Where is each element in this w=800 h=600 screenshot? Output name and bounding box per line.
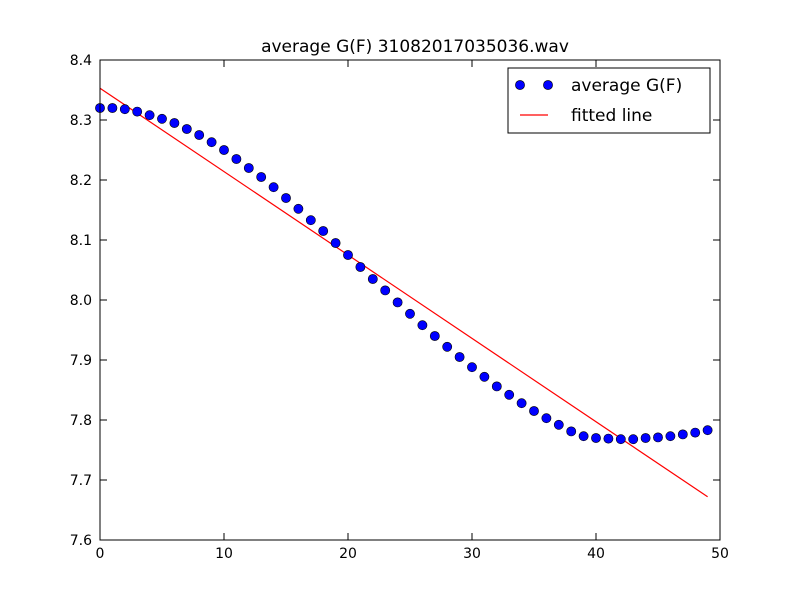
x-tick-label: 50	[711, 546, 729, 562]
data-point	[703, 426, 712, 435]
data-point	[691, 428, 700, 437]
data-point	[319, 226, 328, 235]
data-point	[232, 154, 241, 163]
legend-label-points: average G(F)	[571, 76, 682, 96]
data-point	[604, 434, 613, 443]
legend-label-line: fitted line	[571, 106, 652, 126]
y-tick-label: 7.9	[70, 353, 92, 369]
data-point	[405, 309, 414, 318]
y-tick-label: 7.7	[70, 473, 92, 489]
data-point	[542, 414, 551, 423]
data-point	[244, 163, 253, 172]
data-point	[207, 138, 216, 147]
data-point	[170, 118, 179, 127]
data-point	[678, 430, 687, 439]
data-point	[567, 427, 576, 436]
data-point	[120, 105, 129, 114]
data-point	[591, 433, 600, 442]
legend-marker-points	[515, 80, 524, 89]
data-point	[443, 342, 452, 351]
data-point	[517, 399, 526, 408]
x-tick-label: 30	[463, 546, 481, 562]
data-point	[182, 124, 191, 133]
y-tick-label: 7.8	[70, 413, 92, 429]
data-point	[666, 432, 675, 441]
data-point	[579, 432, 588, 441]
data-point	[616, 435, 625, 444]
data-point	[418, 321, 427, 330]
data-point	[306, 216, 315, 225]
y-tick-label: 8.0	[70, 293, 92, 309]
data-point	[368, 274, 377, 283]
x-tick-label: 0	[96, 546, 105, 562]
data-point	[195, 130, 204, 139]
data-point	[480, 372, 489, 381]
x-tick-label: 10	[215, 546, 233, 562]
chart-title: average G(F) 31082017035036.wav	[261, 37, 569, 57]
y-tick-label: 8.1	[70, 233, 92, 249]
y-tick-label: 7.6	[70, 533, 92, 549]
data-point	[281, 193, 290, 202]
legend-marker-points	[543, 80, 552, 89]
data-point	[294, 204, 303, 213]
data-point	[467, 363, 476, 372]
data-point	[529, 406, 538, 415]
x-tick-label: 20	[339, 546, 357, 562]
data-point	[492, 382, 501, 391]
data-point	[393, 298, 402, 307]
data-point	[381, 286, 390, 295]
data-point	[554, 420, 563, 429]
data-point	[343, 250, 352, 259]
data-point	[331, 238, 340, 247]
data-point	[356, 262, 365, 271]
data-point	[269, 183, 278, 192]
x-tick-label: 40	[587, 546, 605, 562]
data-point	[157, 114, 166, 123]
data-point	[455, 352, 464, 361]
legend: average G(F) fitted line	[508, 68, 710, 133]
data-point	[430, 331, 439, 340]
data-point	[145, 111, 154, 120]
data-point	[653, 433, 662, 442]
data-point	[133, 107, 142, 116]
data-point	[641, 433, 650, 442]
data-point	[505, 390, 514, 399]
y-tick-label: 8.4	[70, 53, 92, 69]
data-point	[219, 145, 228, 154]
data-point	[629, 435, 638, 444]
y-tick-label: 8.3	[70, 113, 92, 129]
y-tick-label: 8.2	[70, 173, 92, 189]
data-point	[257, 172, 266, 181]
data-point	[108, 103, 117, 112]
